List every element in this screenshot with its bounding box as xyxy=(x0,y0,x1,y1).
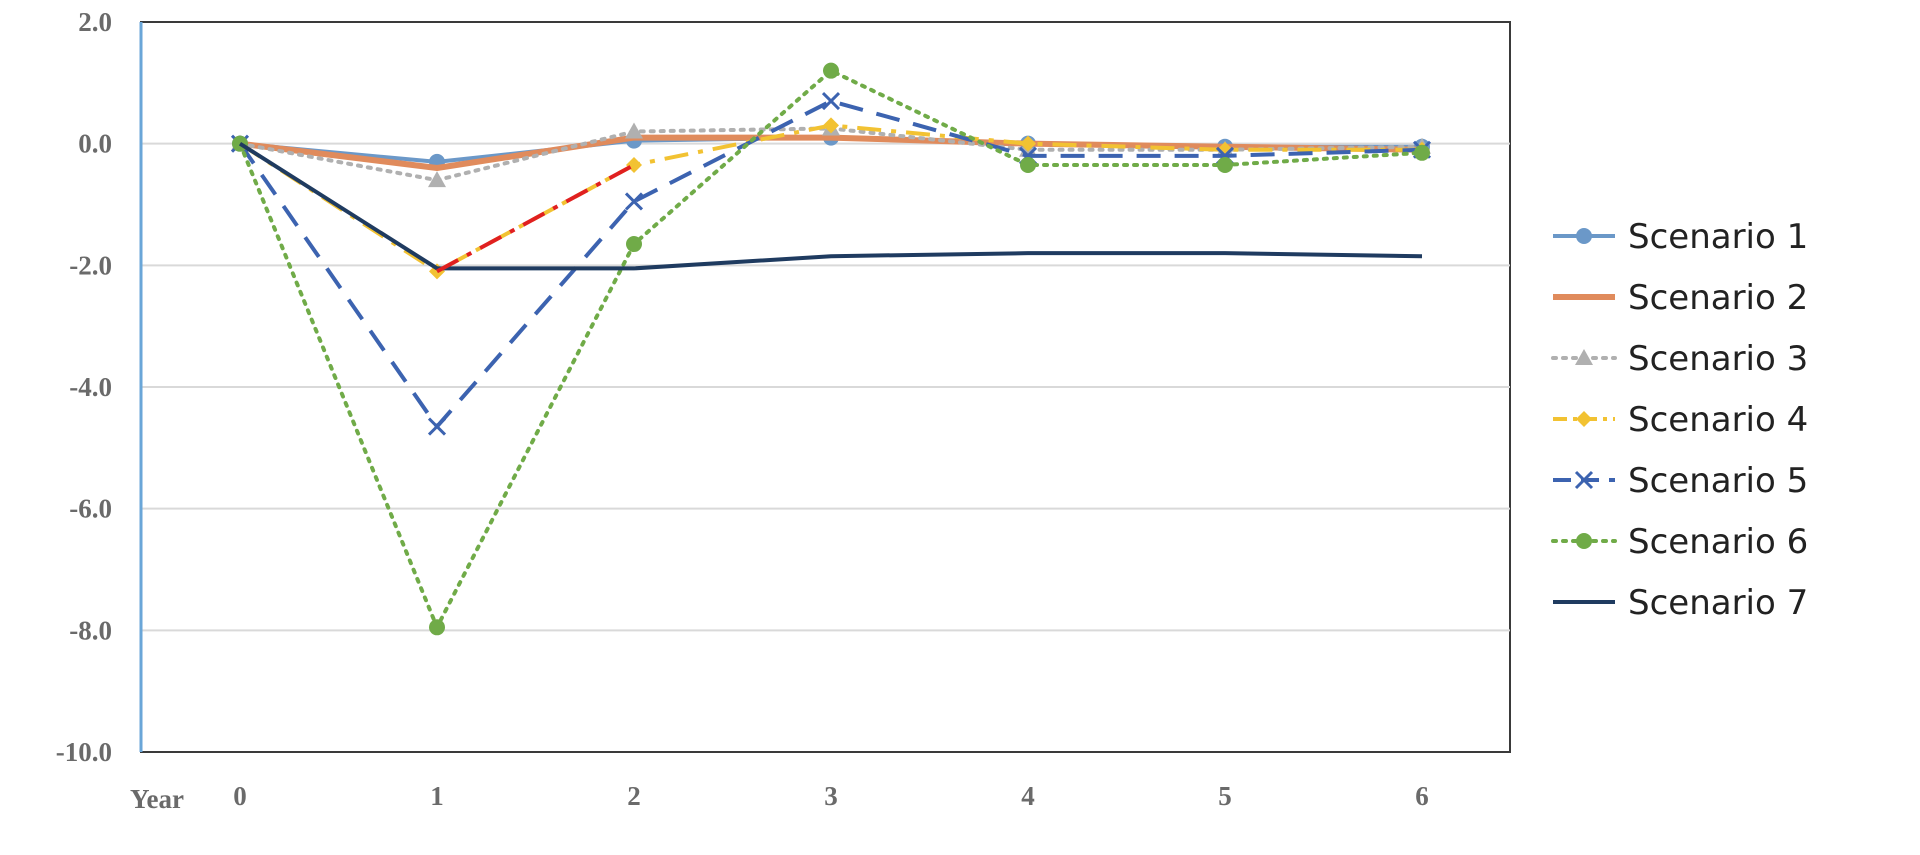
x-tick-label: 2 xyxy=(627,781,641,811)
data-point xyxy=(1020,156,1036,173)
highlight-segment xyxy=(436,163,635,274)
data-point xyxy=(1217,156,1233,173)
x-tick-label: 0 xyxy=(233,781,247,811)
legend-item: Scenario 3 xyxy=(1551,339,1808,379)
legend-item: Scenario 1 xyxy=(1553,217,1808,257)
series-layer xyxy=(230,62,1432,636)
data-point xyxy=(427,417,447,436)
data-point xyxy=(823,117,839,134)
data-point xyxy=(1020,135,1036,152)
x-tick-label: 4 xyxy=(1021,781,1035,811)
legend-label: Scenario 5 xyxy=(1628,461,1808,501)
series-line xyxy=(238,141,1423,271)
legend-label: Scenario 2 xyxy=(1628,278,1808,318)
y-tick-label: -2.0 xyxy=(69,250,112,280)
data-point xyxy=(823,62,839,79)
legend-label: Scenario 3 xyxy=(1628,339,1808,379)
legend-label: Scenario 1 xyxy=(1628,217,1808,257)
legend: Scenario 1 Scenario 2 Scenario 3 Scenario 4… xyxy=(1551,217,1808,623)
legend-label: Scenario 7 xyxy=(1628,583,1808,623)
legend-item: Scenario 7 xyxy=(1553,583,1808,623)
y-tick-label: 0.0 xyxy=(78,129,112,159)
data-point xyxy=(429,619,445,636)
data-point xyxy=(626,236,642,253)
x-tick-label: 5 xyxy=(1218,781,1232,811)
legend-label: Scenario 4 xyxy=(1628,400,1808,440)
legend-item: Scenario 4 xyxy=(1553,400,1808,440)
y-tick-label: -4.0 xyxy=(69,372,112,402)
data-point xyxy=(1414,144,1430,161)
x-tick-labels: 0 1 2 3 4 5 6 xyxy=(233,781,1429,811)
x-tick-label: 6 xyxy=(1415,781,1429,811)
legend-label: Scenario 6 xyxy=(1628,522,1808,562)
data-point xyxy=(1574,470,1594,490)
series-7 xyxy=(238,141,1423,271)
data-point xyxy=(428,171,446,188)
data-point xyxy=(1576,228,1592,244)
legend-item: Scenario 2 xyxy=(1553,278,1808,318)
data-point xyxy=(1576,411,1592,427)
data-point xyxy=(1576,533,1592,549)
x-tick-label: 1 xyxy=(430,781,444,811)
data-point xyxy=(1575,349,1593,365)
y-tick-label: -10.0 xyxy=(56,737,112,767)
y-tick-labels: 2.0 0.0 -2.0 -4.0 -6.0 -8.0 -10.0 xyxy=(56,7,112,767)
x-tick-label: 3 xyxy=(824,781,838,811)
data-point xyxy=(624,192,644,211)
legend-item: Scenario 5 xyxy=(1553,461,1808,501)
y-tick-label: 2.0 xyxy=(78,7,112,37)
legend-item: Scenario 6 xyxy=(1551,522,1808,562)
data-point xyxy=(625,122,643,139)
y-tick-label: -8.0 xyxy=(69,615,112,645)
data-point xyxy=(821,92,841,111)
y-tick-label: -6.0 xyxy=(69,494,112,524)
x-axis-label: Year xyxy=(130,784,184,814)
gridlines xyxy=(141,142,1510,632)
